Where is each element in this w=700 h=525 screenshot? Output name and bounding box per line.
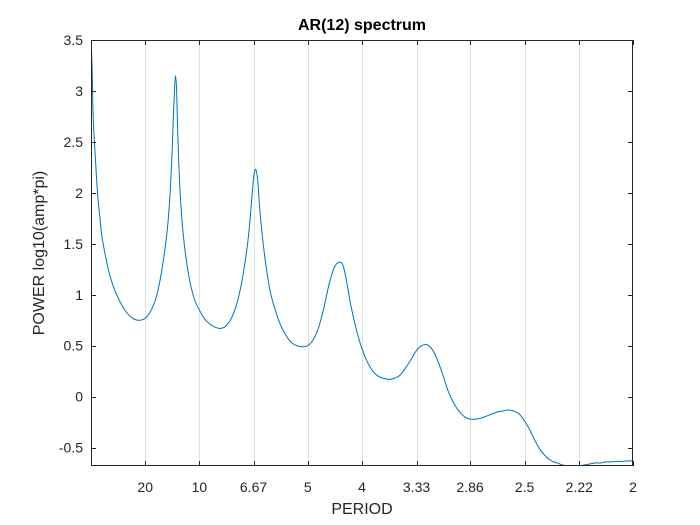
y-tick-label: 0 xyxy=(75,389,83,405)
x-tick-label: 5 xyxy=(304,479,312,495)
x-tick-label: 4 xyxy=(358,479,366,495)
y-tick-label: -0.5 xyxy=(59,440,83,456)
x-tick-label: 2.5 xyxy=(515,479,535,495)
x-tick-label: 20 xyxy=(137,479,153,495)
y-tick-label: 2 xyxy=(75,185,83,201)
x-tick-label: 2.22 xyxy=(566,479,593,495)
grid xyxy=(145,40,580,466)
x-axis-label: PERIOD xyxy=(331,501,392,518)
y-tick-label: 3 xyxy=(75,83,83,99)
x-tick-label: 6.67 xyxy=(240,479,267,495)
y-tick-label: 3.5 xyxy=(64,32,84,48)
y-tick-label: 0.5 xyxy=(64,338,84,354)
chart-title: AR(12) spectrum xyxy=(298,17,426,34)
y-tick-label: 1 xyxy=(75,287,83,303)
x-tick-label: 2 xyxy=(629,479,637,495)
y-tick-label: 2.5 xyxy=(64,134,84,150)
x-tick-label: 3.33 xyxy=(403,479,430,495)
y-axis-label: POWER log10(amp*pi) xyxy=(31,171,48,336)
ticks: 20 10 6.67 5 4 3.33 2.86 2.5 2.22 2 3.5 3 2.5 2 1.5 1 0.… xyxy=(59,32,637,495)
x-tick-label: 10 xyxy=(192,479,208,495)
series-layer xyxy=(91,40,633,466)
x-tick-label: 2.86 xyxy=(456,479,483,495)
y-tick-label: 1.5 xyxy=(64,236,84,252)
spectrum-line xyxy=(91,40,633,466)
